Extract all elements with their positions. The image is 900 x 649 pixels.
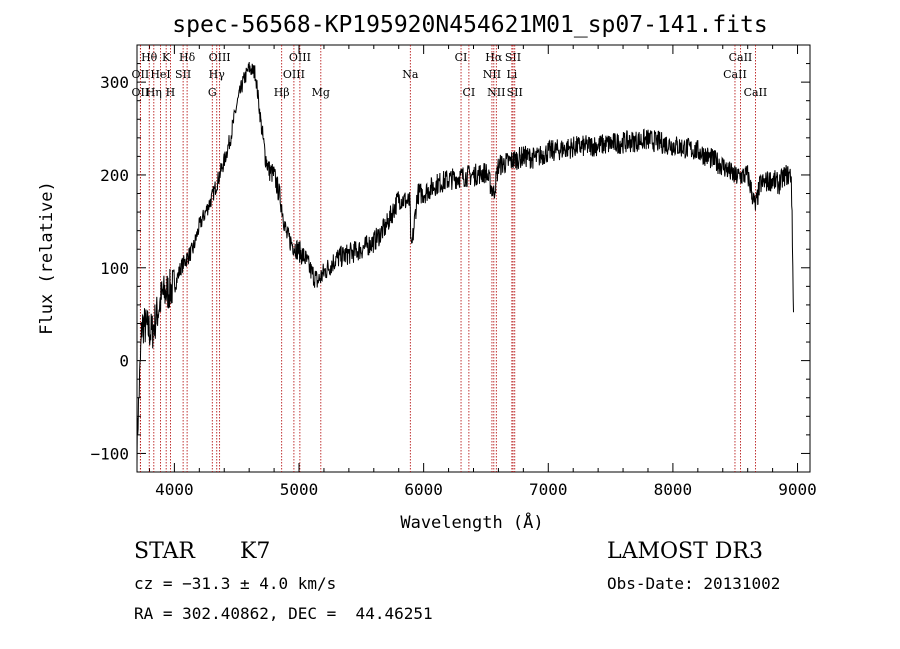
spectral-line-label: CaII	[723, 68, 747, 81]
y-axis-label: Flux (relative)	[37, 181, 57, 335]
sky-coordinates: RA = 302.40862, DEC = 44.46251	[134, 604, 433, 623]
object-class: STAR	[134, 539, 195, 564]
object-subclass: K7	[240, 539, 271, 564]
spectral-line-label: CaII	[744, 86, 768, 99]
spectral-line-label: NII	[483, 68, 501, 81]
spectral-line-label: OIII	[289, 51, 311, 64]
redshift-velocity: cz = −31.3 ± 4.0 km/s	[134, 574, 337, 593]
x-tick-label: 6000	[404, 480, 443, 499]
spectral-line-label: Mg	[312, 86, 330, 99]
spectral-line-label: CaII	[729, 51, 753, 64]
spectral-line-label: SII	[175, 68, 191, 81]
x-tick-label: 9000	[778, 480, 817, 499]
survey-name: LAMOST DR3	[607, 539, 763, 564]
plot-axes: 4000 5000 6000 7000 8000 9000 −100 0 100 200 300	[90, 44, 817, 499]
spectral-line-label: CI	[463, 86, 476, 99]
flux-series	[136, 61, 794, 466]
x-tick-label: 5000	[280, 480, 319, 499]
spectral-line-label: Na	[402, 68, 419, 81]
spectral-line-label: Hα	[485, 51, 503, 64]
spectral-line-label: OII	[132, 86, 150, 99]
observation-date: Obs-Date: 20131002	[607, 574, 781, 593]
x-tick-label: 7000	[529, 480, 568, 499]
y-tick-label: −100	[90, 444, 129, 463]
x-tick-label: 8000	[654, 480, 693, 499]
y-tick-label: 0	[119, 352, 129, 371]
y-tick-label: 200	[100, 166, 129, 185]
spectral-line-label: K	[162, 51, 171, 64]
spectral-line-label: CI	[455, 51, 468, 64]
plot-frame	[136, 44, 811, 473]
spectral-line-label: OIII	[209, 51, 231, 64]
x-axis-label: Wavelength (Å)	[400, 511, 543, 533]
spectral-line-label: SII	[505, 51, 521, 64]
y-tick-label: 300	[100, 73, 129, 92]
spectral-line-label: SII	[507, 86, 523, 99]
chart-title: spec-56568-KP195920N454621M01_sp07-141.f…	[172, 12, 767, 38]
spectral-line-label: Li	[506, 68, 517, 81]
spectral-line-label: OIII	[283, 68, 305, 81]
spectral-line-label: Hδ	[179, 51, 196, 64]
y-tick-label: 100	[100, 259, 129, 278]
spectral-line-label: NII	[487, 86, 505, 99]
spectral-line-label: H	[166, 86, 176, 99]
spectral-line-label: OII	[132, 68, 150, 81]
flux-line	[136, 61, 794, 466]
spectral-line-label: HeI	[150, 68, 170, 81]
spectral-line-label: Hθ	[141, 51, 158, 64]
spectral-line-label: Hγ	[209, 68, 226, 81]
spectral-line-label: Hη	[146, 86, 162, 99]
x-tick-label: 4000	[155, 480, 194, 499]
spectral-line-label: G	[208, 86, 217, 99]
spectral-line-label: Hβ	[274, 86, 290, 99]
